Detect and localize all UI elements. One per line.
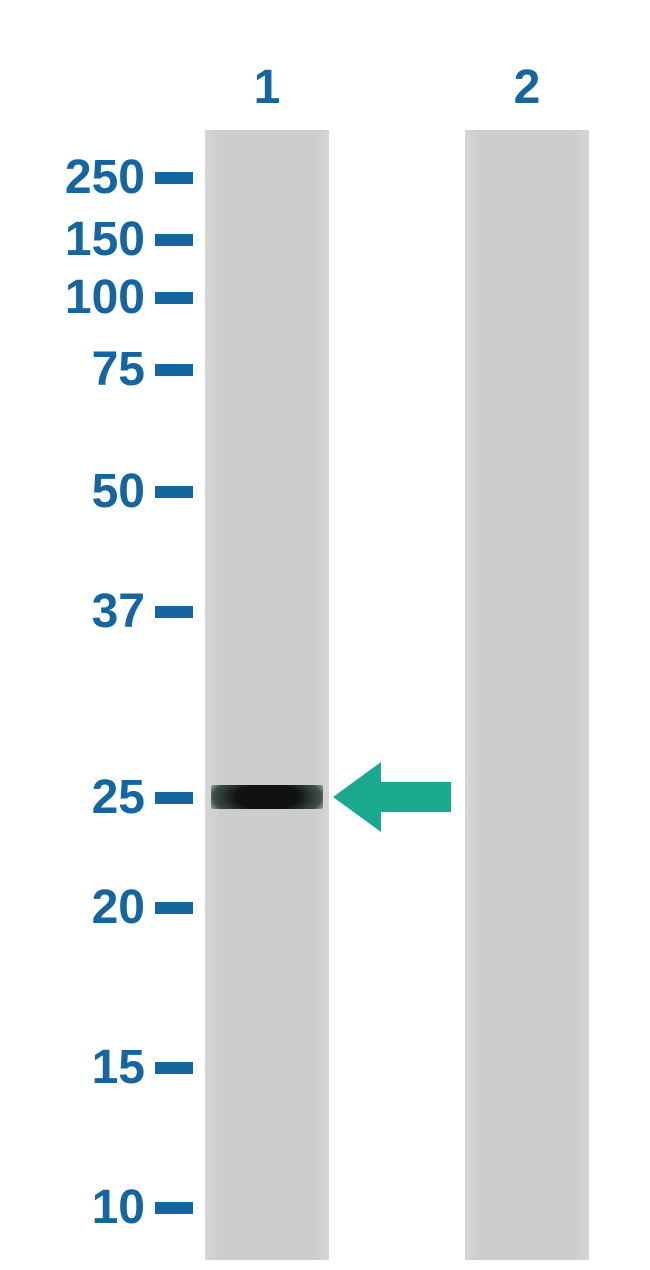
western-blot-figure: 1 2 250 150100 75 50 37 25 20 15 10 bbox=[0, 0, 650, 1270]
mw-dash-15 bbox=[155, 1062, 193, 1074]
arrow-head-icon bbox=[333, 762, 381, 832]
mw-marker-100: 100 bbox=[65, 270, 145, 325]
mw-marker-25: 25 bbox=[92, 770, 145, 825]
lane-label-2: 2 bbox=[514, 60, 541, 115]
mw-marker-20: 20 bbox=[92, 880, 145, 935]
mw-dash-250 bbox=[155, 172, 193, 184]
lane-label-1: 1 bbox=[254, 60, 281, 115]
mw-marker-37: 37 bbox=[92, 584, 145, 639]
arrow-shaft bbox=[381, 782, 451, 812]
mw-dash-75 bbox=[155, 364, 193, 376]
mw-dash-100 bbox=[155, 292, 193, 304]
mw-marker-150: 150 bbox=[65, 212, 145, 267]
mw-dash-150 bbox=[155, 234, 193, 246]
mw-dash-37 bbox=[155, 606, 193, 618]
band-pointer-arrow-icon bbox=[333, 762, 451, 832]
mw-dash-20 bbox=[155, 902, 193, 914]
lane-1 bbox=[205, 130, 329, 1260]
band-lane-1 bbox=[211, 785, 323, 809]
mw-dash-50 bbox=[155, 486, 193, 498]
mw-marker-15: 15 bbox=[92, 1040, 145, 1095]
mw-dash-10 bbox=[155, 1202, 193, 1214]
mw-marker-10: 10 bbox=[92, 1180, 145, 1235]
mw-marker-50: 50 bbox=[92, 464, 145, 519]
mw-marker-250: 250 bbox=[65, 150, 145, 205]
lane-2 bbox=[465, 130, 589, 1260]
mw-marker-75: 75 bbox=[92, 342, 145, 397]
mw-dash-25 bbox=[155, 792, 193, 804]
